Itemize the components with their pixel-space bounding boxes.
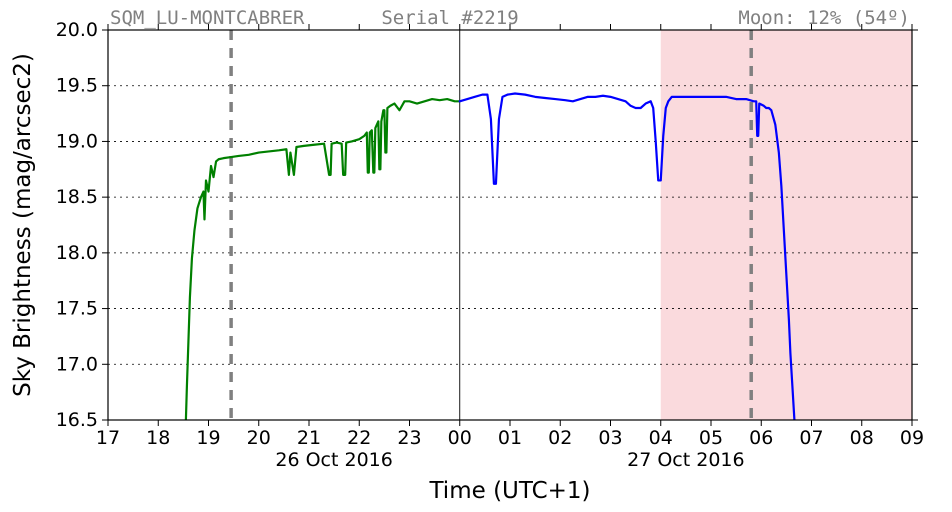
date-label: 26 Oct 2016 <box>275 449 392 471</box>
x-tick-label: 08 <box>850 427 874 449</box>
x-tick-label: 07 <box>799 427 823 449</box>
header-serial: Serial #2219 <box>381 7 518 29</box>
y-tick-label: 20.0 <box>56 19 98 41</box>
x-tick-label: 02 <box>548 427 572 449</box>
y-tick-label: 17.5 <box>56 298 98 320</box>
x-tick-label: 09 <box>900 427 924 449</box>
x-tick-label: 23 <box>397 427 421 449</box>
x-tick-label: 21 <box>297 427 321 449</box>
y-tick-label: 18.0 <box>56 242 98 264</box>
x-tick-label: 19 <box>196 427 220 449</box>
x-tick-label: 20 <box>247 427 271 449</box>
date-label: 27 Oct 2016 <box>627 449 744 471</box>
header-site: SQM_LU-MONTCABRER <box>110 7 305 29</box>
x-tick-label: 01 <box>498 427 522 449</box>
x-tick-label: 17 <box>96 427 120 449</box>
x-axis-label: Time (UTC+1) <box>428 478 590 504</box>
y-tick-label: 18.5 <box>56 186 98 208</box>
y-tick-label: 16.5 <box>56 409 98 431</box>
y-tick-label: 17.0 <box>56 353 98 375</box>
header-moon: Moon: 12% (54º) <box>738 7 910 29</box>
x-tick-label: 00 <box>448 427 472 449</box>
y-tick-label: 19.0 <box>56 130 98 152</box>
x-tick-label: 22 <box>347 427 371 449</box>
x-tick-label: 04 <box>649 427 673 449</box>
sky-brightness-chart: 17 18 19 20 21 22 23 00 01 02 03 04 05 06 07 08 09 16.5 17… <box>0 0 952 512</box>
x-tick-label: 18 <box>146 427 170 449</box>
y-axis-label: Sky Brightness (mag/arcsec2) <box>10 53 36 397</box>
x-tick-label: 03 <box>598 427 622 449</box>
x-tick-label: 05 <box>699 427 723 449</box>
y-tick-label: 19.5 <box>56 75 98 97</box>
x-tick-label: 06 <box>749 427 773 449</box>
